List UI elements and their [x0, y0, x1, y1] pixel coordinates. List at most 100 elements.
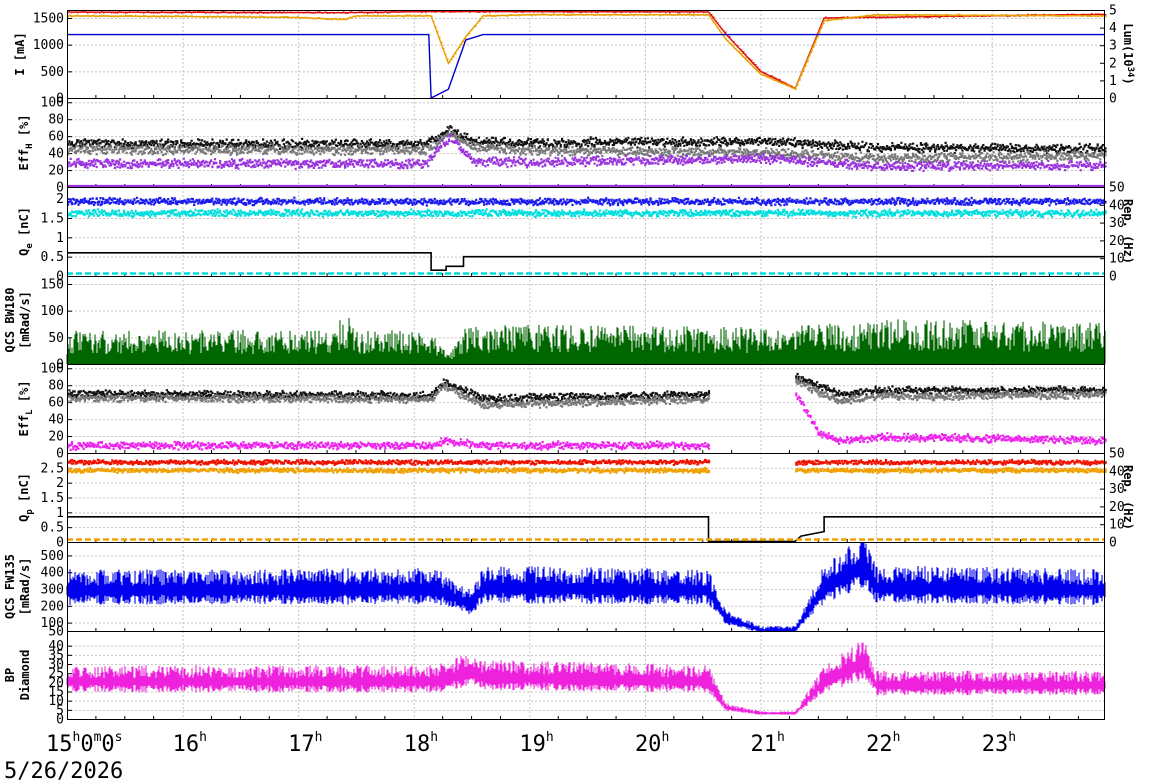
x-tick-label: 19h: [519, 730, 553, 757]
x-tick-label: 23h: [982, 730, 1016, 757]
y-axis-label: BP: [3, 668, 17, 682]
y-tick-label: 150: [41, 278, 64, 293]
series-points: [67, 458, 711, 466]
y-tick-label: 2: [56, 192, 64, 207]
y-tick-label: 2: [56, 476, 64, 491]
y-tick-label: 400: [41, 566, 64, 581]
y-tick-label: 1: [56, 231, 64, 246]
date-label: 5/26/2026: [4, 759, 123, 782]
series-points: [67, 436, 711, 451]
y-tick-label: 200: [41, 599, 64, 614]
y-tick-label: 20: [48, 430, 64, 445]
right-tick-label: 30: [1109, 216, 1125, 231]
y-tick-label: 1.5: [41, 211, 64, 226]
series-points: [67, 382, 711, 410]
series-line: [67, 33, 1105, 100]
y-axis-label: QCS BW180: [3, 287, 17, 352]
y-axis-label: EffH [%]: [17, 114, 35, 170]
y-tick-label: 100: [41, 304, 64, 319]
y-tick-label: 15: [48, 685, 64, 700]
y-tick-label: 35: [48, 648, 64, 663]
x-axis: 5/26/2026 15h0m0s 16h 17h 18h 19h 20h 21h 22h 23…: [4, 730, 1016, 782]
right-tick-label: 0: [1109, 270, 1117, 285]
series-black: [67, 125, 1107, 155]
series-orange: [67, 466, 711, 475]
y-tick-label: 40: [48, 147, 64, 162]
y-axis-label: I [mA]: [13, 32, 27, 75]
right-tick-label: 0: [1109, 92, 1117, 107]
right-tick-label: 20: [1109, 500, 1125, 515]
y-tick-label: 1000: [33, 38, 64, 53]
y-tick-label: 60: [48, 396, 64, 411]
y-tick-label: 1.5: [41, 491, 64, 506]
y-tick-label: 25: [48, 667, 64, 682]
series-orange: [795, 466, 1107, 474]
y-tick-label: 50: [48, 625, 64, 640]
y-tick-label: 100: [41, 362, 64, 377]
series-points: [67, 208, 1107, 219]
series-purple: [67, 133, 1107, 172]
right-tick-label: 20: [1109, 234, 1125, 249]
y-axis-label: QCS FW135: [3, 554, 17, 619]
right-axis-label: Lum(1034): [1121, 23, 1135, 84]
series-line: [67, 252, 1105, 271]
right-tick-label: 4: [1109, 21, 1117, 36]
panel-frame: [67, 631, 1105, 720]
series-rep: [67, 252, 1105, 271]
right-tick-label: 2: [1109, 56, 1117, 71]
y-axis-label: Diamond: [18, 650, 32, 701]
right-tick-label: 10: [1109, 252, 1125, 267]
y-tick-label: 40: [48, 413, 64, 428]
right-tick-label: 40: [1109, 198, 1125, 213]
y-tick-label: 30: [48, 658, 64, 673]
right-tick-label: 5: [1109, 4, 1117, 19]
series-points: [67, 196, 1107, 207]
y-tick-label: 0.5: [41, 250, 64, 265]
y-tick-label: 10: [48, 694, 64, 709]
series-black: [795, 372, 1107, 400]
y-tick-label: 500: [41, 65, 64, 80]
y-tick-label: 0: [56, 270, 64, 285]
right-tick-label: 3: [1109, 39, 1117, 54]
series-lum: [67, 33, 1105, 100]
y-axis-label: [mRad/s]: [18, 558, 32, 616]
series-magenta: [795, 392, 1107, 446]
x-tick-label: 16h: [173, 730, 207, 757]
right-tick-label: 1: [1109, 74, 1117, 89]
series-charge_hi: [67, 196, 1107, 207]
y-axis-label: [mRad/s]: [18, 291, 32, 349]
y-tick-label: 0: [56, 358, 64, 373]
y-tick-label: 0: [56, 92, 64, 107]
y-axis-label: Qp [nC]: [17, 473, 35, 522]
right-tick-label: 30: [1109, 482, 1125, 497]
y-tick-label: 60: [48, 130, 64, 145]
y-tick-label: 0: [56, 713, 64, 728]
panel-eff_l: 0 20 40 60 80 100 EffL [%]: [17, 362, 1107, 462]
y-tick-label: 50: [48, 331, 64, 346]
series-points: [795, 372, 1107, 400]
panel-current: 0 500 1000 1500 0 1 2 3 4 5 I [mA] Lum(1034): [13, 4, 1135, 107]
series-red: [67, 458, 711, 466]
series-points: [795, 376, 1107, 405]
panel-eff_h: 0 20 40 60 80 100 EffH [%]: [17, 96, 1107, 196]
right-tick-label: 50: [1109, 181, 1125, 196]
y-tick-label: 100: [41, 616, 64, 631]
series-gray: [67, 382, 711, 410]
series-points: [795, 392, 1107, 446]
y-tick-label: 500: [41, 549, 64, 564]
series-points: [795, 458, 1107, 467]
series-gray: [795, 376, 1107, 405]
x-tick-label: 20h: [635, 730, 669, 757]
right-axis-label: Rep. (Hz): [1121, 199, 1135, 264]
series-points: [67, 466, 711, 475]
plot-area: [67, 453, 1105, 542]
y-tick-label: 300: [41, 583, 64, 598]
panel-qcs_bw180: 0 50 100 150 QCS BW180 [mRad/s]: [3, 276, 1106, 373]
series-charge_lo: [67, 208, 1107, 219]
series-points: [67, 128, 1107, 164]
